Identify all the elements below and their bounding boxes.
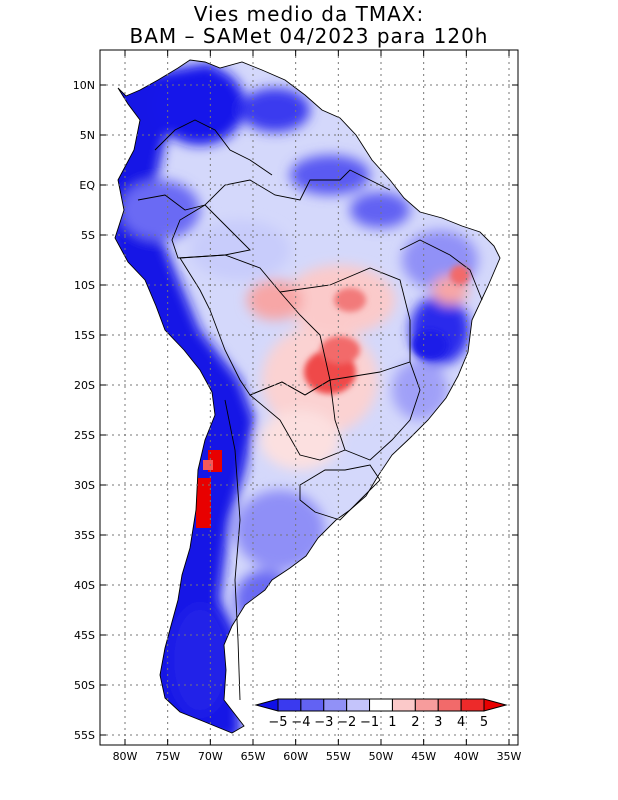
lat-tick-label: 10N (73, 79, 95, 92)
lon-tick-label: 50W (369, 750, 394, 763)
colorbar-segment (391, 698, 416, 712)
borders (114, 59, 501, 734)
lat-tick-label: 40S (74, 579, 95, 592)
lon-tick-label: 40W (454, 750, 479, 763)
border-colombia (154, 119, 273, 176)
colorbar-label: −3 (314, 715, 333, 730)
border-brazil-states-central (279, 267, 411, 362)
colorbar-segment (414, 698, 439, 712)
colorbar-label: 5 (480, 715, 488, 730)
colorbar-label: −1 (360, 715, 379, 730)
bias-paraguay-warm (260, 410, 340, 470)
lon-tick-label: 70W (198, 750, 223, 763)
lon-tick-label: 80W (113, 750, 138, 763)
lat-tick-label: 30S (74, 479, 95, 492)
lon-tick-label: 55W (326, 750, 351, 763)
bias-cold-bahia (412, 330, 448, 360)
lon-tick-label: 60W (283, 750, 308, 763)
lat-tick-label: 5S (81, 229, 95, 242)
bias-amapa (350, 192, 410, 228)
gridlines (100, 50, 518, 745)
bias-hotspot-north (320, 336, 360, 364)
border-north (137, 169, 391, 211)
colorbar-label: −2 (337, 715, 356, 730)
colorbar-segment (277, 698, 302, 712)
bias-field (115, 60, 500, 733)
bias-ecuador (120, 180, 200, 240)
border-peru-brazil (171, 204, 251, 259)
border-bolivia (179, 254, 331, 396)
colorbar: −5 −4 −3 −2 −1 1 2 3 4 5 (254, 698, 508, 730)
colorbar-segment (323, 698, 348, 712)
colorbar-arrow-right (483, 698, 508, 712)
bias-north-colombia (155, 65, 245, 145)
lat-tick-label: 35S (74, 529, 95, 542)
bias-west-amazon (190, 220, 290, 280)
title-line-2: BAM – SAMet 04/2023 para 120h (129, 24, 489, 48)
colorbar-segment (300, 698, 325, 712)
lon-tick-label: 35W (497, 750, 522, 763)
bias-argentina-central (235, 490, 325, 570)
colorbar-label: 3 (434, 715, 442, 730)
colorbar-label: 1 (388, 715, 396, 730)
colorbar-segment (460, 698, 485, 712)
colorbar-segment (369, 698, 393, 712)
bias-hotspot-mt (334, 288, 366, 312)
lat-tick-label: 45S (74, 629, 95, 642)
border-brazil-states-south (329, 361, 421, 461)
axes: 80W 75W 70W 65W 60W 55W 50W 45W 40W 35W 10N 5N EQ 5S 1… (73, 50, 522, 763)
border-brazil-states-ne (399, 239, 483, 301)
lat-tick-label: EQ (79, 179, 95, 192)
bias-chile-red-mid (203, 460, 213, 470)
lat-tick-label: 25S (74, 429, 95, 442)
lon-tick-label: 65W (241, 750, 266, 763)
lon-tick-label: 45W (411, 750, 436, 763)
colorbar-segment (346, 698, 371, 712)
lat-tick-label: 10S (74, 279, 95, 292)
lat-tick-label: 55S (74, 729, 95, 742)
bias-patagonia-south (170, 605, 230, 715)
colorbar-label: 2 (411, 715, 419, 730)
lat-tick-label: 20S (74, 379, 95, 392)
bias-hotspot-ne (450, 265, 470, 285)
title-line-1: Vies medio da TMAX: (193, 2, 425, 26)
bias-bolivia-warm (247, 280, 303, 320)
lon-tick-label: 75W (155, 750, 180, 763)
lat-tick-label: 5N (80, 129, 95, 142)
border-uruguay (299, 464, 381, 521)
lat-tick-label: 50S (74, 679, 95, 692)
colorbar-segment (437, 698, 462, 712)
colorbar-label: 4 (457, 715, 465, 730)
colorbar-label: −4 (291, 715, 310, 730)
colorbar-label: −5 (268, 715, 287, 730)
bias-guianas (290, 155, 370, 195)
lat-tick-label: 15S (74, 329, 95, 342)
border-chile-argentina (224, 399, 241, 701)
bias-venezuela (240, 88, 310, 132)
bias-chile-red-strip (196, 478, 211, 528)
